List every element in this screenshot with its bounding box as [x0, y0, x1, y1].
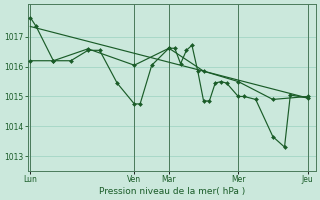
X-axis label: Pression niveau de la mer( hPa ): Pression niveau de la mer( hPa )	[99, 187, 245, 196]
